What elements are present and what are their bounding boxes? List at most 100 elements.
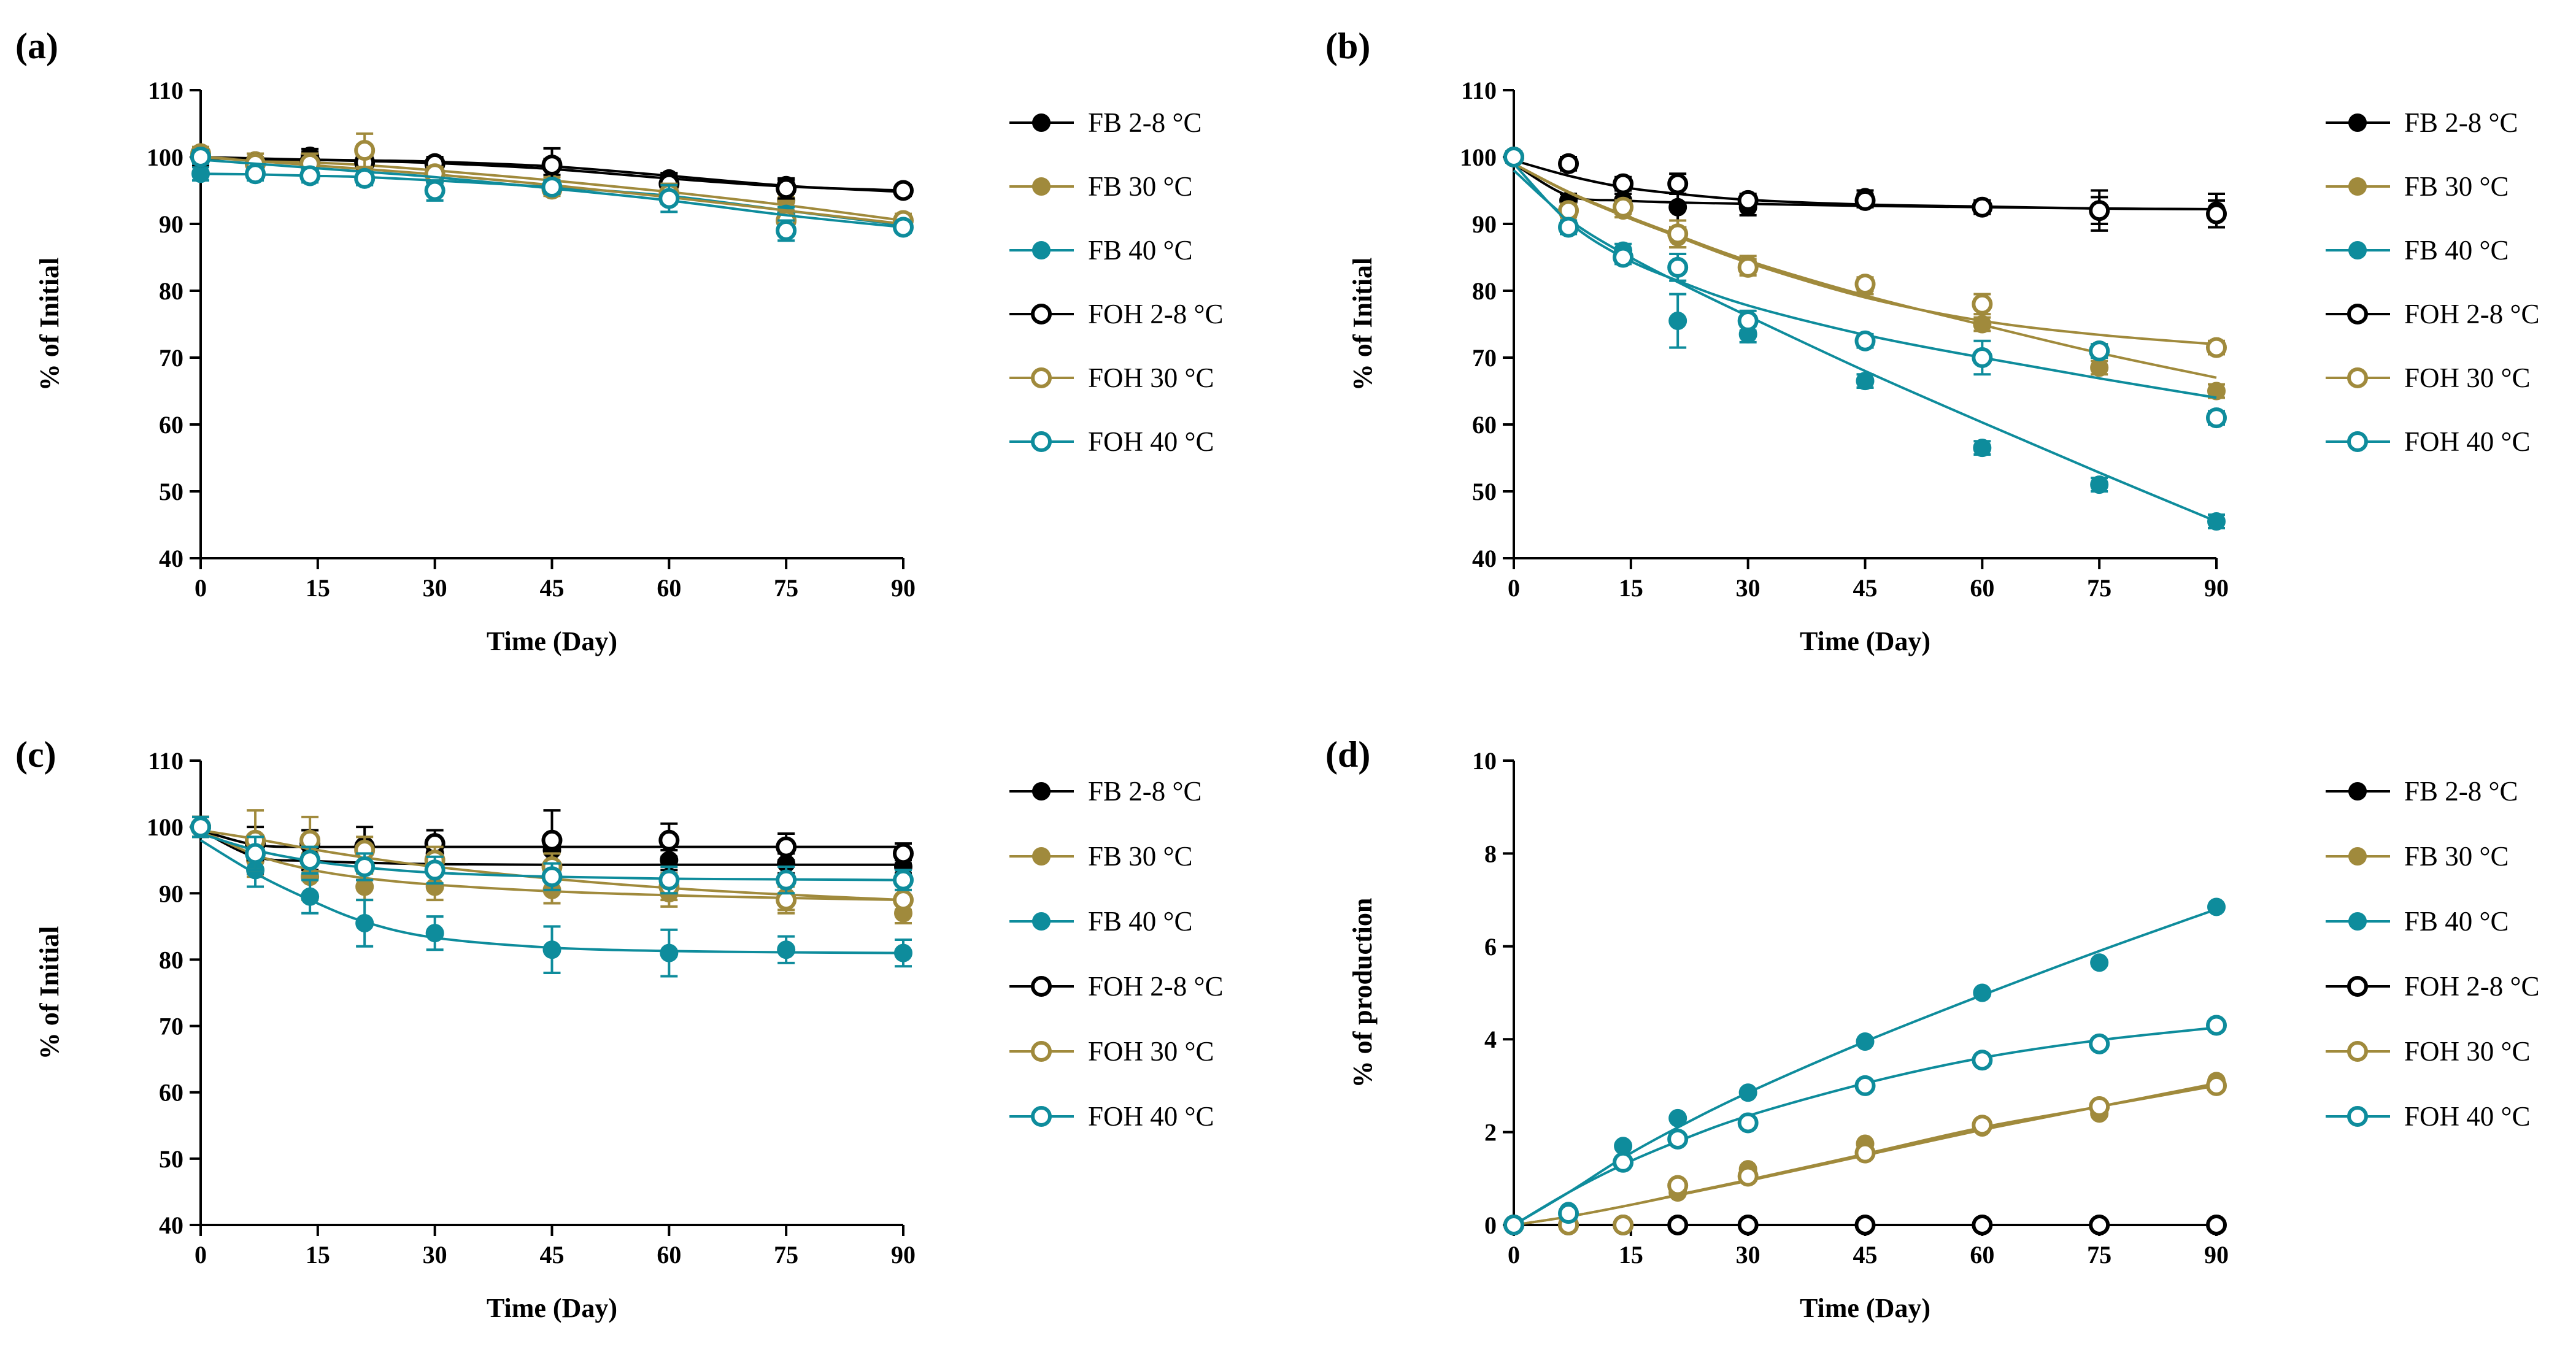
data-point [1973,315,1992,334]
legend-label: FB 30 °C [2404,171,2509,202]
data-point [1737,190,1759,211]
data-point [776,869,797,891]
data-point [2206,1075,2227,1096]
data-point [658,188,680,209]
data-point [893,180,914,201]
legend-marker [2348,241,2367,259]
x-axis-title: Time (Day) [1800,626,1930,656]
series-foh-40-c [190,815,914,895]
x-tick-label: 15 [1619,574,1643,602]
legend-marker [1032,241,1051,259]
legend-item-fb-40-c: FB 40 °C [1009,906,1193,937]
legend: FB 2-8 °C FB 30 °C FB 40 °C FOH 2-8 °C FOH 3… [1009,776,1224,1132]
legend-marker [2348,782,2367,801]
legend-item-foh-2-8-c: FOH 2-8 °C [2326,971,2540,1002]
y-tick-label: 80 [159,277,183,305]
panel-c: (c) 40 50 60 70 80 90 100 110 0 15 30 45 60 75 90 Time (… [15,734,1224,1323]
data-point [301,887,320,906]
y-tick-label: 90 [1472,210,1497,238]
panel-label: (c) [15,734,56,775]
x-axis-title: Time (Day) [487,626,617,656]
legend-label: FB 30 °C [2404,841,2509,872]
x-tick-label: 0 [195,1241,207,1269]
data-point [1558,217,1579,238]
legend-label: FOH 2-8 °C [1088,299,1224,329]
fit-curve [199,839,904,954]
x-tick-label: 30 [423,574,447,602]
legend-item-fb-2-8-c: FB 2-8 °C [2326,776,2518,807]
data-point [191,164,210,183]
legend-item-fb-2-8-c: FB 2-8 °C [1009,107,1202,138]
y-tick-label: 110 [148,77,183,104]
data-point [354,856,376,878]
data-point [1668,312,1687,331]
panel-label: (b) [1325,26,1370,66]
data-point [355,913,374,932]
legend-label: FOH 40 °C [1088,426,1214,457]
data-point [1737,1165,1759,1187]
x-tick-label: 0 [1508,1241,1520,1269]
legend-label: FOH 2-8 °C [2404,971,2540,1002]
legend-label: FB 30 °C [1088,171,1193,202]
data-point [245,843,266,864]
legend-marker [2347,367,2368,388]
x-tick-label: 15 [306,1241,330,1269]
data-point [541,155,563,176]
data-point [1613,247,1634,268]
data-point [2089,340,2110,362]
data-point [1667,173,1689,194]
legend-item-fb-30-c: FB 30 °C [2326,171,2509,202]
data-point [2089,1096,2110,1117]
data-point [894,943,912,962]
legend: FB 2-8 °C FB 30 °C FB 40 °C FOH 2-8 °C FOH 3… [1009,107,1224,457]
legend-label: FOH 2-8 °C [2404,299,2540,329]
data-point [354,140,376,161]
legend-marker [1031,431,1052,452]
y-tick-label: 100 [147,813,183,841]
legend-label: FB 40 °C [2404,906,2509,937]
x-tick-label: 60 [657,574,681,602]
fit-curve [200,829,903,848]
legend-marker [1031,1106,1052,1127]
legend-item-fb-40-c: FB 40 °C [2326,235,2509,266]
legend-label: FB 40 °C [2404,235,2509,266]
fit-curve [1513,1084,2217,1226]
legend-marker [2348,177,2367,196]
y-tick-label: 70 [1472,344,1497,372]
legend-marker [1031,367,1052,388]
x-tick-label: 60 [1970,1241,1994,1269]
y-tick-label: 4 [1484,1026,1497,1053]
legend-item-foh-2-8-c: FOH 2-8 °C [1009,971,1224,1002]
data-point [2207,512,2226,531]
data-point [424,180,445,201]
y-tick-label: 80 [159,946,183,973]
data-point [1667,256,1689,278]
y-axis-title: % of Initial [34,258,64,391]
data-point [542,940,561,959]
data-point [893,217,914,238]
fit-curve [200,158,904,229]
legend-marker [2347,1041,2368,1062]
data-point [776,220,797,241]
x-axis-title: Time (Day) [1800,1293,1930,1323]
data-point [658,829,680,851]
legend-label: FOH 30 °C [1088,1036,1214,1067]
data-point [1854,330,1876,351]
data-point [1503,147,1524,167]
legend-item-fb-2-8-c: FB 2-8 °C [2326,107,2518,138]
data-point [299,850,321,871]
legend-label: FB 2-8 °C [2404,107,2518,138]
x-tick-label: 90 [891,1241,916,1269]
y-tick-label: 50 [159,1145,183,1173]
fit-curve [1513,169,2217,523]
x-tick-label: 30 [423,1241,447,1269]
legend-marker [1032,847,1051,866]
data-point [893,843,914,864]
legend: FB 2-8 °C FB 30 °C FB 40 °C FOH 2-8 °C FOH 3… [2326,107,2540,457]
data-point [299,165,321,186]
data-point [2206,1215,2227,1235]
data-point [2206,407,2227,429]
y-tick-label: 40 [159,545,183,572]
legend-item-fb-2-8-c: FB 2-8 °C [1009,776,1202,807]
